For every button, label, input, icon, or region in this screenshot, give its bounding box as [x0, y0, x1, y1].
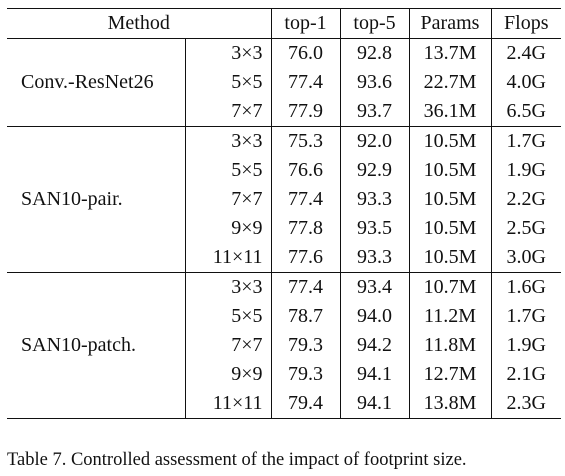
flops-cell: 3.0G	[491, 243, 561, 273]
top5-cell: 93.3	[340, 243, 410, 273]
table-row: 9×9 79.3 94.1 12.7M 2.1G	[7, 360, 561, 389]
flops-cell: 2.4G	[506, 42, 546, 64]
table-row: 5×5 77.4 93.6 22.7M 4.0G	[7, 68, 561, 97]
flops-cell: 2.2G	[506, 188, 546, 210]
top1-cell: 77.4	[271, 68, 341, 97]
flops-cell: 4.0G	[506, 71, 546, 93]
top1-cell: 78.7	[271, 302, 341, 331]
params-cell: 10.7M	[409, 272, 492, 302]
params-cell: 10.5M	[409, 156, 492, 185]
top1-cell: 77.6	[271, 243, 341, 273]
top5-cell: 92.8	[340, 38, 410, 68]
top5-cell: 92.9	[340, 156, 410, 185]
table-row: 7×7 77.9 93.7 36.1M 6.5G	[7, 97, 561, 127]
top5-cell: 93.5	[340, 214, 410, 243]
top1-cell: 77.9	[271, 97, 341, 127]
top5-cell: 94.1	[340, 389, 410, 419]
footprint-size-cell: 11×11	[184, 243, 272, 273]
params-cell: 12.7M	[409, 360, 492, 389]
footprint-size-cell: 5×5	[184, 156, 272, 185]
top5-cell: 94.1	[340, 360, 410, 389]
method-cell: Conv.-ResNet26	[7, 38, 185, 127]
params-cell: 22.7M	[409, 68, 492, 97]
footprint-size-cell: 5×5	[184, 68, 272, 97]
header-method: Method	[7, 8, 272, 39]
footprint-size-cell: 3×3	[184, 38, 272, 68]
top5-cell: 94.0	[340, 302, 410, 331]
top1-cell: 77.4	[271, 185, 341, 214]
table-body: Conv.-ResNet26 3×3 76.0 92.8 13.7M 2.4G 5×5 77.…	[7, 38, 561, 419]
top5-cell: 92.0	[340, 126, 410, 156]
method-cell: SAN10-patch.	[7, 272, 185, 419]
flops-cell: 1.6G	[506, 276, 546, 298]
flops-cell: 1.9G	[506, 159, 546, 181]
top1-cell: 79.4	[271, 389, 341, 419]
table-row: 11×11 79.4 94.1 13.8M 2.3G	[7, 389, 561, 419]
params-cell: 13.7M	[409, 38, 492, 68]
table-row: 5×5 78.7 94.0 11.2M 1.7G	[7, 302, 561, 331]
top5-cell: 94.2	[340, 331, 410, 360]
table-row: SAN10-patch. 3×3 77.4 93.4 10.7M 1.6G	[7, 272, 561, 419]
flops-cell: 2.5G	[506, 217, 546, 239]
results-table-container: Method top-1 top-5 Params Flops Conv.-Re…	[7, 8, 561, 419]
table-row: Conv.-ResNet26 3×3 76.0 92.8 13.7M 2.4G	[7, 38, 561, 127]
flops-cell: 1.7G	[506, 305, 546, 327]
params-cell: 13.8M	[409, 389, 492, 419]
flops-cell: 2.1G	[506, 363, 546, 385]
table-row: 11×11 77.6 93.3 10.5M 3.0G	[7, 243, 561, 273]
top5-cell: 93.7	[340, 97, 410, 127]
params-cell: 11.8M	[409, 331, 492, 360]
table-caption: Table 7. Controlled assessment of the im…	[7, 450, 467, 470]
top1-cell: 79.3	[271, 331, 341, 360]
footprint-size-cell: 9×9	[184, 360, 272, 389]
params-cell: 10.5M	[409, 243, 492, 273]
top5-cell: 93.6	[340, 68, 410, 97]
table-row: 7×7 77.4 93.3 10.5M 2.2G	[7, 185, 561, 214]
table-row: 5×5 76.6 92.9 10.5M 1.9G	[7, 156, 561, 185]
params-cell: 10.5M	[409, 126, 492, 156]
method-cell: SAN10-pair.	[7, 126, 185, 273]
top1-cell: 77.4	[271, 272, 341, 302]
top1-cell: 76.6	[271, 156, 341, 185]
flops-cell: 1.9G	[506, 334, 546, 356]
flops-cell: 6.5G	[491, 97, 561, 127]
table-row: 7×7 79.3 94.2 11.8M 1.9G	[7, 331, 561, 360]
top5-cell: 93.4	[340, 272, 410, 302]
params-cell: 36.1M	[409, 97, 492, 127]
footprint-size-cell: 5×5	[184, 302, 272, 331]
flops-cell: 2.3G	[491, 389, 561, 419]
header-flops: Flops	[491, 8, 561, 39]
header-top5: top-5	[340, 8, 410, 39]
footprint-size-cell: 3×3	[184, 272, 272, 302]
table-row: SAN10-pair. 3×3 75.3 92.0 10.5M 1.7G	[7, 126, 561, 273]
footprint-size-cell: 7×7	[184, 97, 272, 127]
top1-cell: 77.8	[271, 214, 341, 243]
table-header: Method top-1 top-5 Params Flops	[7, 8, 561, 39]
footprint-size-table: Method top-1 top-5 Params Flops Conv.-Re…	[7, 8, 561, 419]
header-row: Method top-1 top-5 Params Flops	[7, 8, 561, 39]
params-cell: 10.5M	[409, 214, 492, 243]
footprint-size-cell: 3×3	[184, 126, 272, 156]
footprint-size-cell: 9×9	[184, 214, 272, 243]
top1-cell: 75.3	[271, 126, 341, 156]
header-top1: top-1	[271, 8, 341, 39]
footprint-size-cell: 7×7	[184, 185, 272, 214]
footprint-size-cell: 7×7	[184, 331, 272, 360]
table-row: 9×9 77.8 93.5 10.5M 2.5G	[7, 214, 561, 243]
footprint-size-cell: 11×11	[184, 389, 272, 419]
top5-cell: 93.3	[340, 185, 410, 214]
params-cell: 10.5M	[409, 185, 492, 214]
header-params: Params	[409, 8, 492, 39]
top1-cell: 79.3	[271, 360, 341, 389]
top1-cell: 76.0	[271, 38, 341, 68]
flops-cell: 1.7G	[506, 130, 546, 152]
params-cell: 11.2M	[409, 302, 492, 331]
